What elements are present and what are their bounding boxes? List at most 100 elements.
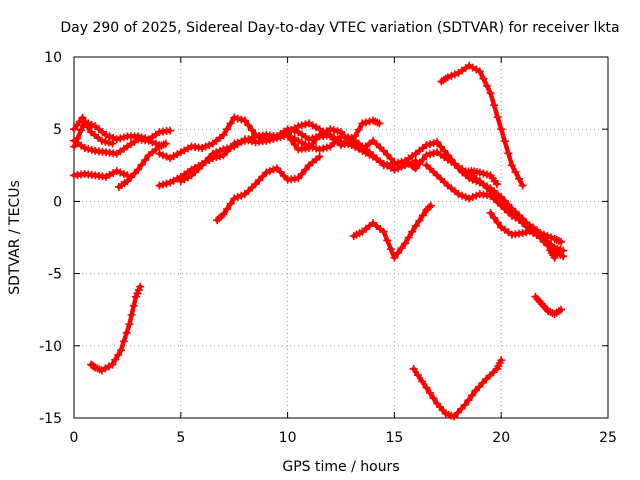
data-point-marker	[344, 135, 353, 144]
data-point-marker	[425, 203, 434, 212]
data-point-marker	[269, 134, 278, 143]
data-point-marker	[433, 138, 442, 147]
data-point-marker	[223, 144, 232, 153]
data-point-marker	[557, 237, 566, 246]
data-point-marker	[104, 138, 113, 147]
data-point-marker	[393, 248, 402, 257]
data-point-marker	[230, 194, 239, 203]
data-point-marker	[108, 360, 117, 369]
data-point-marker	[461, 193, 470, 202]
data-point-marker	[230, 113, 239, 122]
data-point-marker	[426, 140, 434, 149]
data-point-marker	[493, 218, 502, 227]
data-point-marker	[308, 139, 317, 148]
data-point-marker	[101, 137, 110, 146]
data-point-marker	[136, 282, 145, 291]
series-track-4	[70, 135, 164, 158]
data-point-marker	[429, 149, 438, 158]
data-point-marker	[518, 229, 527, 238]
data-point-marker	[529, 226, 538, 235]
data-point-marker	[404, 233, 413, 242]
x-tick-label: 20	[492, 430, 510, 446]
data-point-marker	[155, 181, 164, 190]
data-point-marker	[436, 142, 445, 151]
data-point-marker	[409, 364, 418, 373]
data-point-marker	[492, 180, 501, 189]
data-point-marker	[361, 118, 370, 127]
series-trace	[411, 357, 504, 419]
data-point-marker	[340, 140, 349, 149]
data-point-marker	[237, 191, 246, 200]
data-point-marker	[272, 133, 281, 142]
y-tick-label: 10	[44, 50, 62, 66]
y-tick-label: 5	[53, 122, 62, 138]
data-point-marker	[265, 167, 274, 176]
data-point-marker	[151, 139, 160, 148]
data-point-marker	[233, 193, 242, 202]
data-point-marker	[397, 157, 406, 166]
series-track-18	[409, 356, 506, 421]
data-point-marker	[426, 150, 434, 159]
data-point-marker	[379, 146, 388, 155]
data-point-marker	[198, 161, 207, 170]
data-point-marker	[116, 168, 125, 177]
data-point-marker	[290, 140, 299, 149]
data-point-marker	[497, 356, 506, 365]
data-point-marker	[493, 113, 502, 122]
data-point-marker	[244, 136, 253, 145]
data-point-marker	[258, 172, 267, 181]
data-point-marker	[226, 199, 235, 208]
data-point-marker	[304, 135, 313, 144]
data-point-marker	[130, 169, 139, 178]
data-point-marker	[460, 401, 469, 410]
data-point-marker	[557, 305, 566, 314]
series-track-9	[213, 152, 324, 225]
data-point-marker	[301, 165, 310, 174]
data-point-marker	[544, 241, 553, 250]
data-point-marker	[155, 141, 164, 150]
series-track-19	[531, 292, 566, 319]
chart-title: Day 290 of 2025, Sidereal Day-to-day VTE…	[60, 20, 619, 36]
data-point-marker	[464, 396, 473, 405]
data-point-marker	[262, 168, 271, 177]
data-point-marker	[114, 350, 123, 359]
data-point-marker	[102, 130, 111, 139]
y-axis-label: SDTVAR / TECUs	[7, 180, 23, 295]
data-point-marker	[244, 121, 253, 130]
data-point-marker	[475, 67, 484, 76]
data-point-marker	[482, 81, 491, 90]
data-point-marker	[486, 208, 495, 217]
data-point-marker	[322, 143, 331, 152]
data-point-marker	[297, 169, 306, 178]
data-point-marker	[390, 253, 399, 262]
series-track-5	[70, 113, 117, 148]
data-point-marker	[119, 337, 128, 346]
data-point-marker	[116, 134, 125, 143]
data-point-marker	[129, 301, 138, 310]
data-point-marker	[410, 163, 419, 172]
series-trace	[439, 63, 525, 188]
data-point-marker	[468, 391, 477, 400]
data-point-marker	[297, 121, 306, 130]
data-point-marker	[539, 230, 548, 239]
data-point-marker	[294, 122, 303, 131]
data-point-marker	[507, 161, 516, 170]
data-point-marker	[212, 148, 221, 157]
data-point-marker	[201, 142, 210, 151]
data-point-marker	[208, 149, 217, 158]
data-point-marker	[453, 408, 462, 417]
data-point-marker	[315, 145, 324, 154]
data-point-marker	[340, 131, 349, 140]
data-point-marker	[511, 168, 520, 177]
data-point-marker	[358, 119, 367, 128]
data-point-marker	[162, 179, 171, 188]
data-point-marker	[479, 169, 488, 178]
series-track-16	[349, 201, 435, 262]
data-point-marker	[559, 246, 568, 255]
y-tick-label: -15	[39, 411, 62, 427]
data-point-marker	[422, 151, 431, 160]
data-point-marker	[144, 136, 153, 145]
data-point-marker	[475, 168, 484, 177]
data-point-marker	[159, 180, 167, 189]
data-point-marker	[490, 213, 499, 222]
